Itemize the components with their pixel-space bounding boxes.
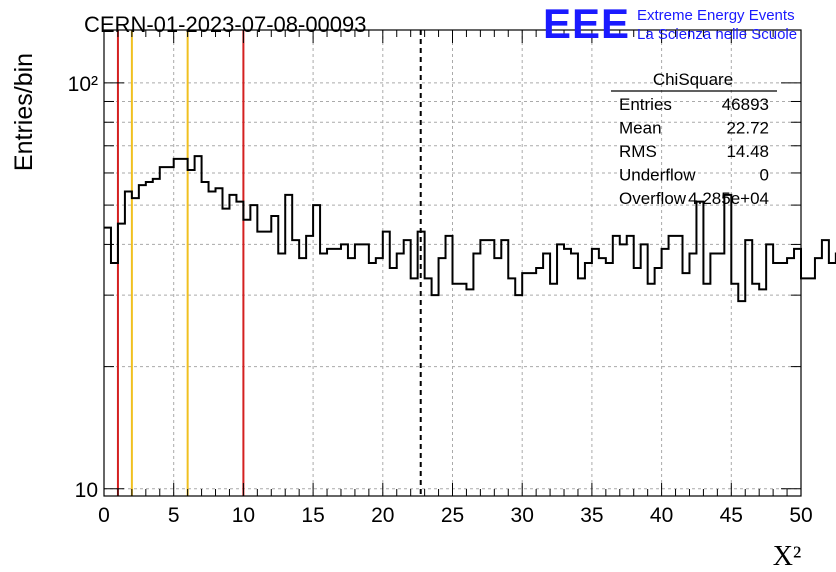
x-tick-label: 25 (441, 504, 464, 527)
x-tick-label: 50 (789, 504, 812, 527)
histogram-step (104, 155, 836, 303)
stats-row-label: Mean (619, 119, 662, 138)
x-tick-label: 40 (650, 504, 673, 527)
stats-row-value: 0 (760, 166, 769, 185)
logo-line-1: Extreme Energy Events (637, 7, 795, 24)
x-tick-label: 10 (232, 504, 255, 527)
eee-logo: EEE (543, 0, 630, 47)
y-axis-label: Entries/bin (10, 53, 38, 171)
x-tick-label: 35 (580, 504, 603, 527)
x-tick-label: 20 (371, 504, 394, 527)
stats-row-value: 14.48 (726, 142, 769, 161)
x-tick-label: 30 (511, 504, 534, 527)
y-tick-label: 10 (75, 479, 98, 502)
x-tick-label: 45 (720, 504, 743, 527)
stats-box: ChiSquare Entries 46893 Mean 22.72 RMS 14.48 U… (611, 70, 777, 208)
stats-row-value: 4.285e+04 (688, 189, 769, 208)
stats-row-label: RMS (619, 142, 657, 161)
axes: 0 5 10 15 20 25 30 35 40 45 50 10 10² (68, 30, 813, 527)
stats-row-label: Overflow (619, 189, 687, 208)
stats-row-value: 46893 (722, 95, 769, 114)
stats-rows: Entries 46893 Mean 22.72 RMS 14.48 Underflow 0 O… (619, 95, 769, 208)
stats-title: ChiSquare (653, 70, 733, 89)
stats-row-label: Underflow (619, 166, 696, 185)
stats-row-label: Entries (619, 95, 672, 114)
logo-line-2: La Scienza nelle Scuole (637, 26, 797, 43)
marker-lines (116, 30, 422, 496)
run-title: CERN-01-2023-07-08-00093 (84, 12, 367, 37)
stats-row-value: 22.72 (726, 119, 769, 138)
x-axis-label: X² (773, 541, 802, 572)
x-tick-label: 5 (168, 504, 180, 527)
y-tick-label: 10² (68, 73, 98, 96)
x-tick-label: 15 (301, 504, 324, 527)
x-tick-label: 0 (98, 504, 110, 527)
